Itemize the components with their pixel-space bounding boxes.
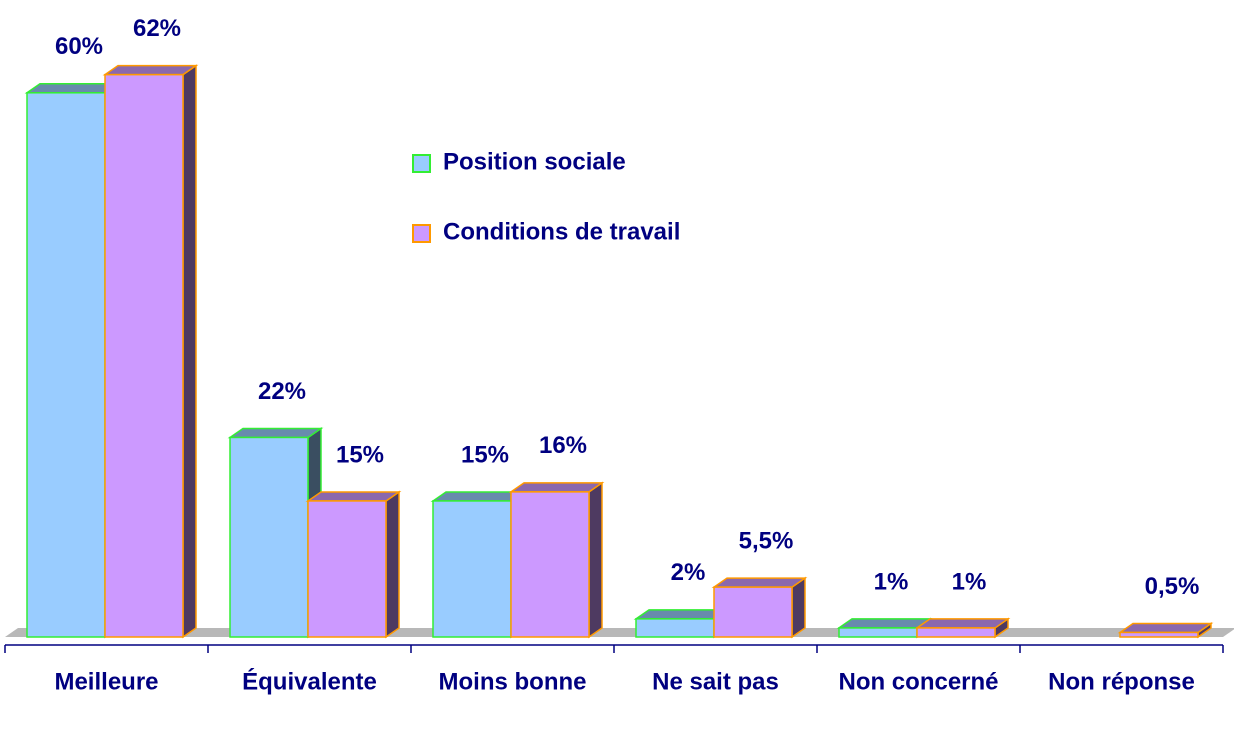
bar-front <box>1119 631 1199 638</box>
value-label: 0,5% <box>1145 573 1200 600</box>
legend-swatch <box>412 154 431 173</box>
bar-front <box>432 500 512 638</box>
bar-top <box>711 577 808 588</box>
legend-swatch <box>412 224 431 243</box>
bar <box>508 481 605 639</box>
value-label: 62% <box>133 15 181 42</box>
legend-label: Conditions de travail <box>443 218 680 245</box>
x-tick-label: Ne sait pas <box>652 668 779 695</box>
value-label: 15% <box>461 441 509 468</box>
bar <box>102 64 199 639</box>
bar-side <box>588 481 603 639</box>
bar-front <box>104 73 184 638</box>
value-label: 15% <box>336 441 384 468</box>
x-tick-label: Non réponse <box>1048 668 1195 695</box>
bar-front <box>838 627 918 638</box>
bar-front <box>307 500 387 638</box>
bar-front <box>713 586 793 638</box>
value-label: 2% <box>671 559 706 586</box>
bar-side <box>182 64 197 639</box>
bar-top <box>914 618 1011 629</box>
value-label: 16% <box>539 432 587 459</box>
x-tick-label: Équivalente <box>242 667 377 695</box>
value-label: 5,5% <box>739 527 794 554</box>
bar-front <box>635 618 715 638</box>
bar-top <box>836 618 933 629</box>
bar-top <box>102 64 199 76</box>
bar-side <box>791 576 806 639</box>
bar <box>914 617 1011 639</box>
value-label: 1% <box>952 568 987 595</box>
bar-front <box>229 436 309 638</box>
legend-label: Position sociale <box>443 148 626 175</box>
x-tick-label: Moins bonne <box>439 668 587 695</box>
value-label: 60% <box>55 33 103 60</box>
bar <box>1117 622 1214 639</box>
bar <box>711 576 808 639</box>
x-tick-label: Non concerné <box>838 668 998 695</box>
x-tick-label: Meilleure <box>54 668 158 695</box>
bar <box>305 490 402 639</box>
bar-side <box>385 490 400 639</box>
value-label: 1% <box>874 568 909 595</box>
bar <box>227 427 324 639</box>
bar-top <box>508 482 605 493</box>
value-label: 22% <box>258 378 306 405</box>
bar-front <box>916 627 996 638</box>
bar-front <box>510 491 590 638</box>
bar-front <box>26 92 106 638</box>
bar-top <box>227 427 324 439</box>
bar-top <box>1117 622 1214 634</box>
bar-top <box>305 491 402 502</box>
